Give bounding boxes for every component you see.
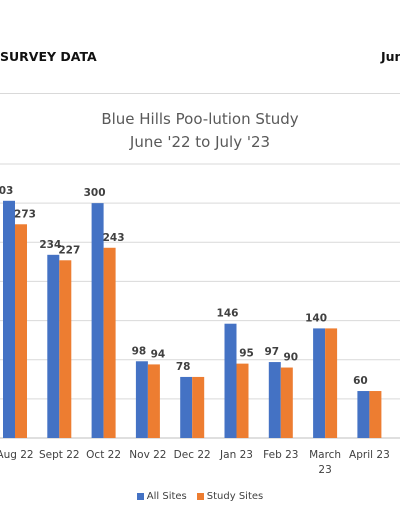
- x-tick-label: Nov 22: [129, 449, 166, 461]
- bar-all-sites: [3, 200, 15, 438]
- bar-study-sites: [236, 363, 249, 438]
- x-tick-label: Sept 22: [39, 449, 80, 461]
- x-tick-label: Aug 22: [0, 449, 34, 461]
- legend-item-study-sites: Study Sites: [196, 491, 264, 502]
- legend-item-all-sites: All Sites: [136, 491, 187, 502]
- data-label-all-sites: 03: [0, 185, 13, 197]
- bar-all-sites: [313, 328, 326, 438]
- header-right-date: Jun: [381, 49, 400, 64]
- data-label-all-sites: 146: [217, 308, 239, 320]
- bar-study-sites: [103, 247, 116, 438]
- legend-swatch-study-sites: [196, 493, 204, 500]
- x-tick-label: 23: [318, 464, 331, 476]
- data-label-all-sites: 234: [39, 239, 61, 251]
- bar-study-sites: [59, 260, 72, 438]
- x-tick-label: April 23: [349, 449, 390, 461]
- bar-all-sites: [135, 361, 148, 438]
- bar-all-sites: [357, 391, 370, 438]
- bar-all-sites: [47, 254, 60, 438]
- legend-label-study-sites: Study Sites: [206, 491, 264, 502]
- data-label-study-sites: 243: [103, 232, 125, 244]
- bar-study-sites: [280, 367, 293, 438]
- header-survey-data: SURVEY DATA: [0, 49, 97, 64]
- data-label-study-sites: 95: [239, 348, 254, 360]
- bar-all-sites: [268, 362, 281, 438]
- bar-all-sites: [224, 323, 237, 438]
- x-tick-label: Dec 22: [174, 449, 211, 461]
- bar-study-sites: [369, 391, 382, 438]
- x-tick-label: March: [309, 449, 341, 461]
- data-label-all-sites: 60: [353, 375, 368, 387]
- bar-study-sites: [192, 376, 205, 438]
- chart-subtitle: June '22 to July '23: [129, 133, 271, 151]
- bar-study-sites: [147, 364, 160, 438]
- chart-title: Blue Hills Poo-lution Study: [101, 110, 299, 128]
- data-label-study-sites: 273: [14, 208, 36, 220]
- data-label-all-sites: 300: [84, 187, 106, 199]
- data-label-all-sites: 140: [305, 312, 327, 324]
- bar-all-sites: [180, 376, 193, 438]
- header-divider: [0, 93, 400, 94]
- bar-all-sites: [91, 203, 104, 438]
- data-label-all-sites: 98: [132, 345, 147, 357]
- x-tick-label: Feb 23: [263, 449, 298, 461]
- data-label-all-sites: 78: [176, 361, 191, 373]
- chart-legend: All Sites Study Sites: [0, 491, 400, 502]
- legend-label-all-sites: All Sites: [146, 491, 187, 502]
- data-label-all-sites: 97: [264, 346, 279, 358]
- data-label-study-sites: 90: [283, 352, 298, 364]
- x-tick-label: Jan 23: [219, 449, 253, 461]
- data-label-study-sites: 227: [58, 244, 80, 256]
- data-label-study-sites: 94: [151, 348, 166, 360]
- bar-study-sites: [15, 224, 27, 438]
- x-tick-label: Oct 22: [86, 449, 121, 461]
- legend-swatch-all-sites: [136, 493, 144, 500]
- bar-study-sites: [325, 328, 338, 438]
